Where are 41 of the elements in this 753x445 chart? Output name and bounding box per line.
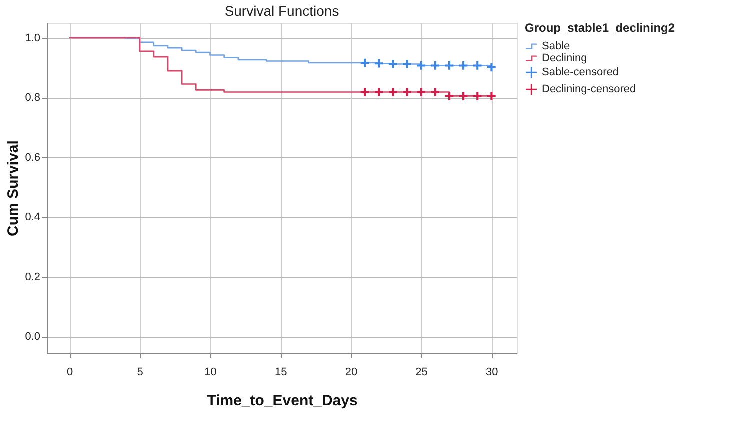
y-axis-title: Cum Survival bbox=[5, 140, 22, 236]
chart-title: Survival Functions bbox=[224, 3, 340, 19]
y-tick-label: 0.0 bbox=[25, 331, 40, 344]
x-tick-label: 25 bbox=[416, 366, 428, 378]
point bbox=[430, 60, 441, 71]
point bbox=[416, 60, 426, 71]
point bbox=[360, 58, 370, 68]
y-tick-label: 0.6 bbox=[25, 152, 40, 164]
point bbox=[430, 87, 441, 98]
point bbox=[486, 90, 497, 102]
point bbox=[458, 90, 469, 102]
x-axis-title: Time_to_Event_Days bbox=[207, 392, 358, 410]
point bbox=[458, 60, 469, 71]
point bbox=[360, 87, 370, 98]
y-tick-label: 0.2 bbox=[25, 271, 40, 284]
y-tick-label: 0.8 bbox=[25, 92, 40, 104]
point bbox=[388, 59, 398, 70]
x-tick-label: 0 bbox=[66, 366, 74, 378]
x-tick-label: 10 bbox=[204, 366, 217, 378]
legend-label: Sable bbox=[542, 40, 570, 52]
x-tick-label: 15 bbox=[274, 366, 288, 378]
y-tick-label: 1.0 bbox=[25, 32, 40, 44]
x-tick-label: 30 bbox=[486, 366, 498, 378]
legend-label: Declining bbox=[542, 52, 588, 64]
y-tick-label: 0.4 bbox=[25, 212, 40, 224]
point bbox=[472, 60, 483, 71]
legend-title: Group_stable1_declining2 bbox=[525, 21, 676, 35]
legend-label: Declining-censored bbox=[542, 84, 636, 96]
legend-label: Sable-censored bbox=[542, 66, 620, 78]
point bbox=[374, 87, 384, 98]
x-tick-label: 20 bbox=[345, 366, 358, 378]
point bbox=[388, 87, 398, 98]
point bbox=[416, 87, 426, 98]
point bbox=[486, 62, 497, 73]
x-tick-label: 5 bbox=[137, 366, 144, 378]
point bbox=[444, 90, 455, 102]
point bbox=[444, 60, 455, 71]
point bbox=[472, 90, 483, 102]
point bbox=[374, 58, 384, 69]
point bbox=[402, 87, 412, 98]
point bbox=[402, 59, 412, 70]
